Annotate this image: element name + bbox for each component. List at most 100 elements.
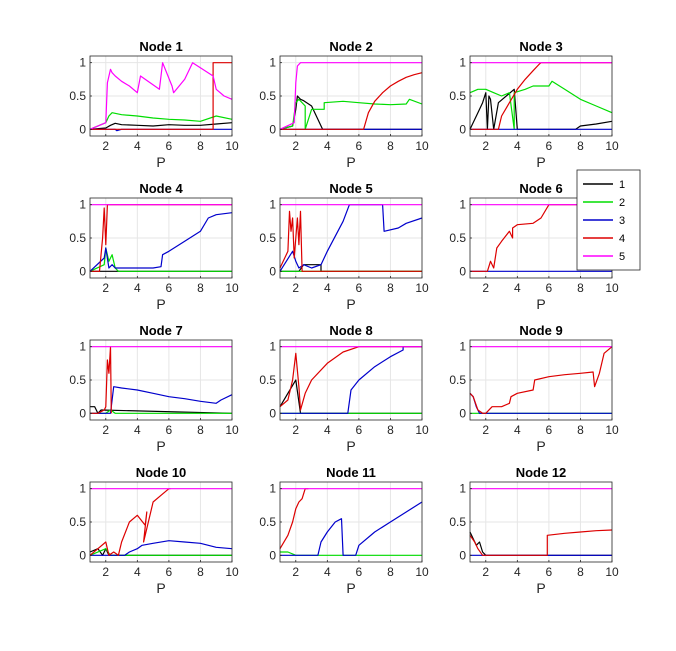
series-group	[89, 204, 233, 272]
x-tick-label: 8	[387, 281, 394, 295]
x-tick-label: 4	[514, 565, 521, 579]
y-tick-label: 0.5	[69, 373, 86, 387]
subplot-node-5: 2 4 6 8 10 0 0.5 1 Node 5 P	[259, 181, 429, 312]
x-tick-label: 10	[225, 423, 239, 437]
series-group	[89, 488, 233, 556]
x-tick-label: 2	[482, 139, 489, 153]
series-line-2	[279, 98, 423, 130]
y-tick-label: 0	[459, 264, 466, 278]
series-line-3	[279, 204, 423, 272]
y-tick-label: 0	[459, 122, 466, 136]
x-tick-label: 6	[546, 281, 553, 295]
series-line-2	[89, 112, 233, 130]
x-tick-label: 2	[102, 139, 109, 153]
series-line-2	[280, 551, 422, 556]
y-tick-label: 1	[79, 340, 86, 354]
x-tick-label: 8	[387, 565, 394, 579]
y-tick-label: 0.5	[449, 515, 466, 529]
series-line-3	[280, 346, 422, 414]
series-line-5	[279, 62, 422, 130]
x-tick-label: 10	[225, 565, 239, 579]
series-line-4	[280, 72, 423, 130]
series-group	[89, 62, 233, 132]
subplot-node-11: 2 4 6 8 10 0 0.5 1 Node 11 P	[259, 465, 429, 596]
x-tick-label: 4	[134, 139, 141, 153]
subplot-node-10: 2 4 6 8 10 0 0.5 1 Node 10 P	[69, 465, 239, 596]
series-line-4	[469, 346, 613, 414]
y-tick-label: 1	[459, 482, 466, 496]
subplot-title: Node 2	[329, 39, 372, 54]
y-tick-label: 1	[79, 482, 86, 496]
x-axis-label: P	[536, 438, 545, 454]
subplot-node-1: 2 4 6 8 10 0 0.5 1 Node 1 P	[69, 39, 239, 170]
x-tick-label: 4	[134, 281, 141, 295]
series-line-4	[279, 488, 309, 550]
y-tick-label: 0	[79, 548, 86, 562]
subplot-title: Node 11	[326, 465, 376, 480]
x-tick-label: 8	[387, 423, 394, 437]
x-tick-label: 10	[415, 423, 429, 437]
x-tick-label: 4	[324, 423, 331, 437]
x-tick-label: 6	[166, 423, 173, 437]
y-tick-label: 0.5	[69, 89, 86, 103]
series-line-4	[90, 346, 112, 414]
x-tick-label: 4	[134, 423, 141, 437]
legend-label-3: 3	[619, 215, 625, 227]
x-tick-label: 8	[197, 423, 204, 437]
x-tick-label: 6	[546, 423, 553, 437]
y-tick-label: 0.5	[259, 515, 276, 529]
y-tick-label: 0	[459, 548, 466, 562]
subplot-node-2: 2 4 6 8 10 0 0.5 1 Node 2 P	[259, 39, 429, 170]
x-tick-label: 4	[324, 281, 331, 295]
x-tick-label: 10	[605, 139, 619, 153]
legend-label-5: 5	[619, 251, 625, 263]
series-line-1	[89, 122, 233, 130]
x-tick-label: 8	[197, 565, 204, 579]
x-tick-label: 10	[605, 423, 619, 437]
y-tick-label: 0	[269, 122, 276, 136]
y-tick-label: 0	[79, 122, 86, 136]
subplot-node-3: 2 4 6 8 10 0 0.5 1 Node 3 P	[449, 39, 619, 170]
subplot-title: Node 3	[519, 39, 562, 54]
y-tick-label: 1	[269, 482, 276, 496]
y-tick-label: 1	[459, 340, 466, 354]
x-tick-label: 6	[356, 281, 363, 295]
y-tick-label: 0.5	[449, 231, 466, 245]
x-tick-label: 4	[514, 423, 521, 437]
x-tick-label: 2	[292, 565, 299, 579]
subplot-node-9: 2 4 6 8 10 0 0.5 1 Node 9 P	[449, 323, 619, 454]
y-tick-label: 0.5	[449, 373, 466, 387]
y-tick-label: 0	[269, 548, 276, 562]
x-axis-label: P	[536, 580, 545, 596]
series-line-4	[469, 529, 613, 556]
series-line-4	[90, 62, 232, 130]
x-tick-label: 6	[546, 565, 553, 579]
x-tick-label: 2	[292, 139, 299, 153]
series-group	[279, 62, 423, 130]
y-tick-label: 0.5	[259, 89, 276, 103]
x-tick-label: 6	[166, 281, 173, 295]
x-tick-label: 10	[415, 139, 429, 153]
subplot-title: Node 7	[139, 323, 182, 338]
x-tick-label: 8	[577, 423, 584, 437]
x-tick-label: 6	[166, 565, 173, 579]
x-tick-label: 2	[482, 281, 489, 295]
x-tick-label: 8	[197, 281, 204, 295]
subplot-title: Node 9	[519, 323, 562, 338]
y-tick-label: 1	[269, 198, 276, 212]
subplot-title: Node 8	[329, 323, 372, 338]
series-group	[469, 488, 613, 556]
x-axis-label: P	[346, 296, 355, 312]
x-tick-label: 6	[166, 139, 173, 153]
x-tick-label: 2	[102, 423, 109, 437]
subplot-title: Node 5	[329, 181, 372, 196]
series-line-3	[280, 501, 423, 556]
y-tick-label: 0.5	[69, 515, 86, 529]
series-line-4	[279, 210, 422, 272]
x-tick-label: 2	[482, 423, 489, 437]
x-axis-label: P	[156, 438, 165, 454]
y-tick-label: 0	[269, 406, 276, 420]
x-tick-label: 4	[324, 565, 331, 579]
x-axis-label: P	[536, 154, 545, 170]
series-line-3	[89, 212, 233, 272]
